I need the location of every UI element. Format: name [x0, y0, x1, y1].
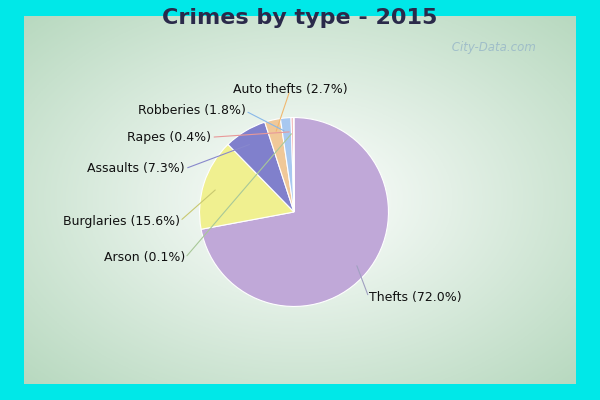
- Wedge shape: [228, 122, 294, 212]
- Text: Thefts (72.0%): Thefts (72.0%): [369, 291, 461, 304]
- Text: Arson (0.1%): Arson (0.1%): [104, 252, 185, 264]
- Text: Auto thefts (2.7%): Auto thefts (2.7%): [233, 84, 347, 96]
- Text: Robberies (1.8%): Robberies (1.8%): [137, 104, 245, 118]
- Wedge shape: [200, 144, 294, 229]
- Text: Burglaries (15.6%): Burglaries (15.6%): [63, 215, 180, 228]
- Wedge shape: [265, 118, 294, 212]
- Text: City-Data.com: City-Data.com: [448, 42, 536, 54]
- Text: Crimes by type - 2015: Crimes by type - 2015: [163, 8, 437, 28]
- Text: Rapes (0.4%): Rapes (0.4%): [127, 131, 211, 144]
- Wedge shape: [291, 118, 294, 212]
- Wedge shape: [280, 118, 294, 212]
- Text: Assaults (7.3%): Assaults (7.3%): [88, 162, 185, 175]
- Wedge shape: [201, 118, 388, 306]
